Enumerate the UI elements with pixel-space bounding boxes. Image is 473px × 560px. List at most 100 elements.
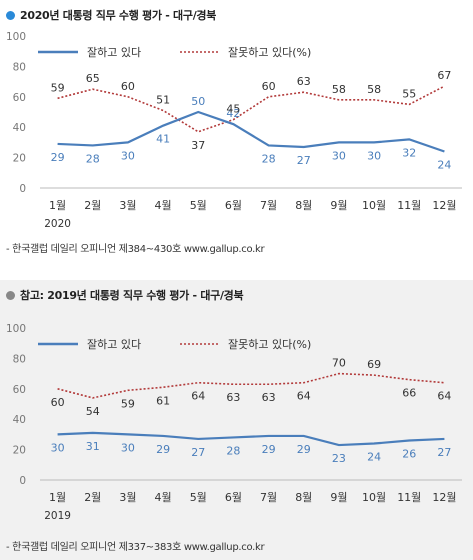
x-tick-label: 6월 — [225, 491, 242, 504]
source-note: - 한국갤럽 데일리 오피니언 제384~430호 www.gallup.co.… — [6, 244, 265, 255]
chart-title: 참고: 2019년 대통령 직무 수행 평가 - 대구/경북 — [20, 289, 244, 302]
data-label-disapprove: 58 — [332, 83, 346, 96]
x-tick-label: 12월 — [432, 199, 456, 212]
data-label-approve: 30 — [367, 149, 381, 162]
data-label-approve: 24 — [437, 159, 451, 172]
y-tick-label: 0 — [19, 183, 26, 195]
data-label-approve: 32 — [402, 146, 416, 159]
data-label-disapprove: 51 — [156, 93, 170, 106]
x-tick-label: 5월 — [190, 199, 207, 212]
data-label-disapprove: 63 — [226, 391, 240, 404]
data-label-approve: 30 — [121, 441, 135, 454]
data-label-disapprove: 63 — [297, 75, 311, 88]
data-label-disapprove: 37 — [191, 139, 205, 152]
data-label-disapprove: 59 — [51, 81, 65, 94]
y-tick-label: 20 — [13, 445, 26, 457]
data-label-disapprove: 45 — [226, 103, 240, 116]
data-label-approve: 29 — [51, 151, 65, 164]
y-tick-label: 100 — [6, 31, 26, 43]
data-label-approve: 23 — [332, 452, 346, 465]
x-tick-label: 4월 — [155, 491, 172, 504]
x-tick-label: 9월 — [330, 491, 347, 504]
legend-label-approve: 잘하고 있다 — [87, 45, 141, 59]
x-tick-label: 7월 — [260, 199, 277, 212]
data-label-disapprove: 64 — [191, 390, 205, 403]
source-note: - 한국갤럽 데일리 오피니언 제337~383호 www.gallup.co.… — [6, 542, 265, 553]
x-tick-label: 10월 — [362, 199, 386, 212]
x-tick-label: 10월 — [362, 491, 386, 504]
y-tick-label: 80 — [13, 61, 26, 73]
data-label-approve: 30 — [332, 149, 346, 162]
x-tick-label: 8월 — [295, 491, 312, 504]
y-tick-label: 60 — [13, 92, 26, 104]
title-bullet-icon — [6, 290, 15, 300]
data-label-approve: 29 — [262, 443, 276, 456]
data-label-approve: 41 — [156, 133, 170, 146]
data-label-disapprove: 65 — [86, 72, 100, 85]
data-label-disapprove: 59 — [121, 397, 135, 410]
data-label-approve: 28 — [86, 152, 100, 165]
data-label-disapprove: 55 — [402, 87, 416, 100]
data-label-approve: 31 — [86, 440, 100, 453]
data-label-approve: 30 — [51, 441, 65, 454]
legend-label-approve: 잘하고 있다 — [87, 337, 141, 351]
title-bullet-icon — [6, 10, 15, 20]
y-tick-label: 100 — [6, 323, 26, 335]
data-label-disapprove: 61 — [156, 394, 170, 407]
data-label-approve: 24 — [367, 451, 381, 464]
data-label-disapprove: 64 — [437, 390, 451, 403]
x-tick-label: 3월 — [119, 491, 136, 504]
x-tick-label: 7월 — [260, 491, 277, 504]
data-label-disapprove: 64 — [297, 390, 311, 403]
data-label-approve: 30 — [121, 149, 135, 162]
x-tick-label: 2월 — [84, 199, 101, 212]
data-label-approve: 29 — [297, 443, 311, 456]
legend-label-disapprove: 잘못하고 있다(%) — [228, 45, 311, 59]
x-tick-label: 8월 — [295, 199, 312, 212]
data-label-disapprove: 66 — [402, 387, 416, 400]
x-tick-label: 11월 — [397, 199, 421, 212]
data-label-disapprove: 63 — [262, 391, 276, 404]
y-tick-label: 40 — [13, 414, 26, 426]
series-line-disapprove — [57, 85, 445, 133]
data-label-approve: 29 — [156, 443, 170, 456]
x-tick-label: 11월 — [397, 491, 421, 504]
data-label-approve: 28 — [226, 444, 240, 457]
data-label-approve: 27 — [191, 446, 205, 459]
x-tick-label: 9월 — [330, 199, 347, 212]
x-tick-label: 3월 — [119, 199, 136, 212]
y-tick-label: 20 — [13, 153, 26, 165]
series-line-approve — [57, 431, 445, 447]
data-label-disapprove: 58 — [367, 83, 381, 96]
y-tick-label: 80 — [13, 353, 26, 365]
data-label-approve: 27 — [297, 154, 311, 167]
y-tick-label: 0 — [19, 475, 26, 487]
data-label-approve: 28 — [262, 152, 276, 165]
data-label-disapprove: 67 — [437, 69, 451, 82]
data-label-disapprove: 54 — [86, 405, 100, 418]
data-label-approve: 27 — [437, 446, 451, 459]
y-tick-label: 40 — [13, 122, 26, 134]
data-label-disapprove: 69 — [367, 358, 381, 371]
series-line-disapprove — [57, 372, 445, 399]
x-tick-label: 2월 — [84, 491, 101, 504]
x-tick-label: 6월 — [225, 199, 242, 212]
data-label-disapprove: 60 — [121, 80, 135, 93]
line-chart-2020: 0 20 40 60 80 100 1월 2월 3월 4월 5월 6월 7월 8월 9월 10월 11월 12월 2… — [6, 31, 462, 230]
legend-label-disapprove: 잘못하고 있다(%) — [228, 337, 311, 351]
x-tick-label: 5월 — [190, 491, 207, 504]
x-tick-label: 12월 — [432, 491, 456, 504]
x-tick-label: 4월 — [155, 199, 172, 212]
chart-title: 2020년 대통령 직무 수행 평가 - 대구/경북 — [20, 9, 217, 22]
data-label-approve: 26 — [402, 447, 416, 460]
chart-panel-2020: 2020년 대통령 직무 수행 평가 - 대구/경북 0 20 40 60 80 100 1… — [5, 9, 462, 255]
line-chart-2019: 0 20 40 60 80 100 1월 2월 3월 4월 5월 6월 7월 8월 9월 10월 11월 12월 2… — [6, 323, 462, 522]
chart-panel-2019: 참고: 2019년 대통령 직무 수행 평가 - 대구/경북 0 20 40 60 80… — [0, 280, 473, 560]
x-tick-label: 1월 — [49, 491, 66, 504]
year-label: 2019 — [44, 510, 71, 522]
series-line-approve — [57, 110, 445, 153]
x-tick-label: 1월 — [49, 199, 66, 212]
data-label-approve: 50 — [191, 95, 205, 108]
y-tick-label: 60 — [13, 384, 26, 396]
data-label-disapprove: 60 — [51, 396, 65, 409]
